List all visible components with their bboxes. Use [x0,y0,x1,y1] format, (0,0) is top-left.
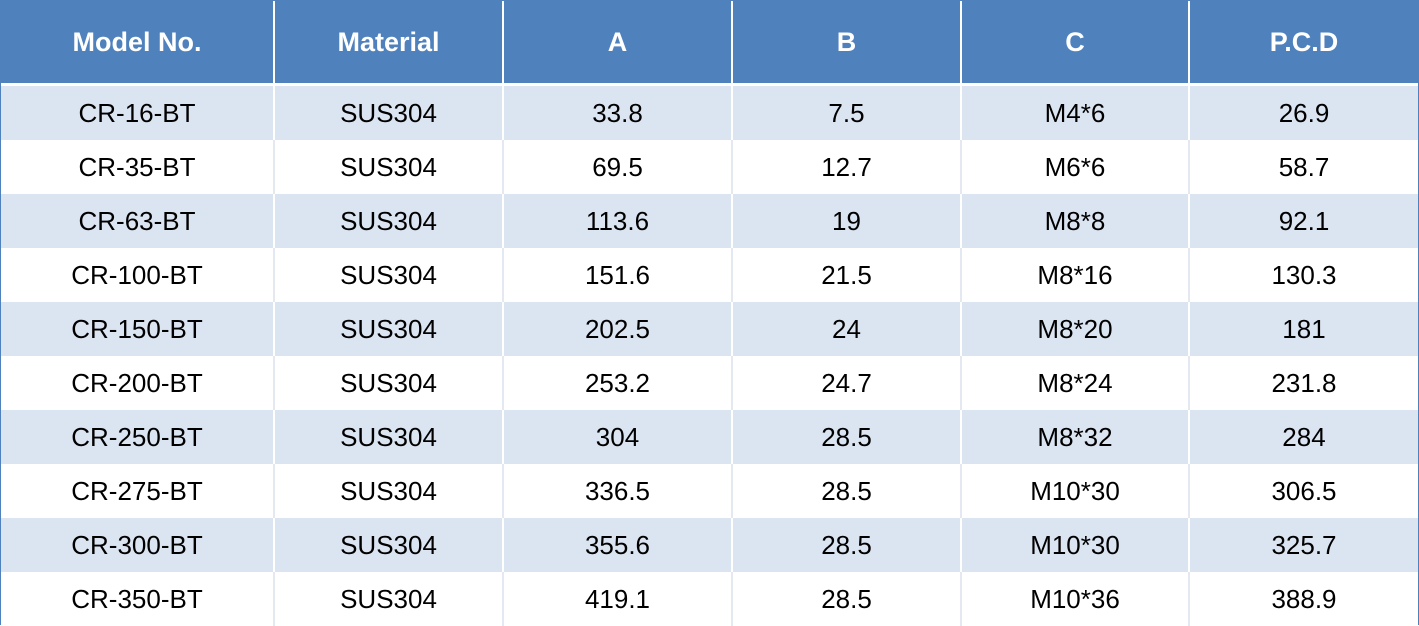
table-row: CR-350-BT SUS304 419.1 28.5 M10*36 388.9 [1,572,1418,626]
cell-model-no: CR-350-BT [1,572,274,626]
cell-a: 253.2 [503,356,732,410]
cell-c: M8*8 [961,194,1189,248]
header-material: Material [274,1,503,85]
table-row: CR-200-BT SUS304 253.2 24.7 M8*24 231.8 [1,356,1418,410]
table-body: CR-16-BT SUS304 33.8 7.5 M4*6 26.9 CR-35… [1,85,1418,626]
table-row: CR-250-BT SUS304 304 28.5 M8*32 284 [1,410,1418,464]
cell-c: M8*20 [961,302,1189,356]
cell-b: 21.5 [732,248,961,302]
cell-b: 24.7 [732,356,961,410]
cell-b: 28.5 [732,572,961,626]
cell-pcd: 58.7 [1189,140,1418,194]
cell-pcd: 306.5 [1189,464,1418,518]
cell-b: 28.5 [732,464,961,518]
cell-material: SUS304 [274,302,503,356]
cell-c: M10*30 [961,518,1189,572]
cell-pcd: 130.3 [1189,248,1418,302]
cell-material: SUS304 [274,194,503,248]
cell-c: M10*30 [961,464,1189,518]
table-row: CR-63-BT SUS304 113.6 19 M8*8 92.1 [1,194,1418,248]
cell-b: 28.5 [732,410,961,464]
cell-model-no: CR-200-BT [1,356,274,410]
cell-model-no: CR-16-BT [1,85,274,141]
cell-a: 113.6 [503,194,732,248]
cell-a: 419.1 [503,572,732,626]
cell-model-no: CR-300-BT [1,518,274,572]
table-header: Model No. Material A B C P.C.D [1,1,1418,85]
cell-a: 355.6 [503,518,732,572]
table-row: CR-100-BT SUS304 151.6 21.5 M8*16 130.3 [1,248,1418,302]
table-row: CR-300-BT SUS304 355.6 28.5 M10*30 325.7 [1,518,1418,572]
cell-material: SUS304 [274,464,503,518]
cell-material: SUS304 [274,140,503,194]
cell-material: SUS304 [274,248,503,302]
cell-pcd: 26.9 [1189,85,1418,141]
cell-model-no: CR-150-BT [1,302,274,356]
cell-a: 69.5 [503,140,732,194]
cell-model-no: CR-275-BT [1,464,274,518]
cell-material: SUS304 [274,410,503,464]
cell-material: SUS304 [274,572,503,626]
cell-pcd: 92.1 [1189,194,1418,248]
cell-a: 336.5 [503,464,732,518]
cell-a: 151.6 [503,248,732,302]
header-c: C [961,1,1189,85]
cell-c: M8*16 [961,248,1189,302]
cell-c: M10*36 [961,572,1189,626]
cell-material: SUS304 [274,518,503,572]
header-model-no: Model No. [1,1,274,85]
cell-a: 33.8 [503,85,732,141]
cell-c: M8*32 [961,410,1189,464]
table-row: CR-275-BT SUS304 336.5 28.5 M10*30 306.5 [1,464,1418,518]
cell-pcd: 181 [1189,302,1418,356]
cell-pcd: 284 [1189,410,1418,464]
cell-a: 202.5 [503,302,732,356]
cell-b: 7.5 [732,85,961,141]
cell-b: 12.7 [732,140,961,194]
cell-b: 28.5 [732,518,961,572]
cell-b: 19 [732,194,961,248]
header-row: Model No. Material A B C P.C.D [1,1,1418,85]
table-row: CR-16-BT SUS304 33.8 7.5 M4*6 26.9 [1,85,1418,141]
cell-pcd: 231.8 [1189,356,1418,410]
cell-model-no: CR-250-BT [1,410,274,464]
cell-c: M4*6 [961,85,1189,141]
header-a: A [503,1,732,85]
cell-model-no: CR-100-BT [1,248,274,302]
cell-pcd: 388.9 [1189,572,1418,626]
cell-material: SUS304 [274,356,503,410]
cell-pcd: 325.7 [1189,518,1418,572]
cell-model-no: CR-63-BT [1,194,274,248]
header-b: B [732,1,961,85]
table-row: CR-150-BT SUS304 202.5 24 M8*20 181 [1,302,1418,356]
cell-material: SUS304 [274,85,503,141]
cell-c: M6*6 [961,140,1189,194]
table-row: CR-35-BT SUS304 69.5 12.7 M6*6 58.7 [1,140,1418,194]
cell-a: 304 [503,410,732,464]
cell-c: M8*24 [961,356,1189,410]
cell-model-no: CR-35-BT [1,140,274,194]
header-pcd: P.C.D [1189,1,1418,85]
cell-b: 24 [732,302,961,356]
